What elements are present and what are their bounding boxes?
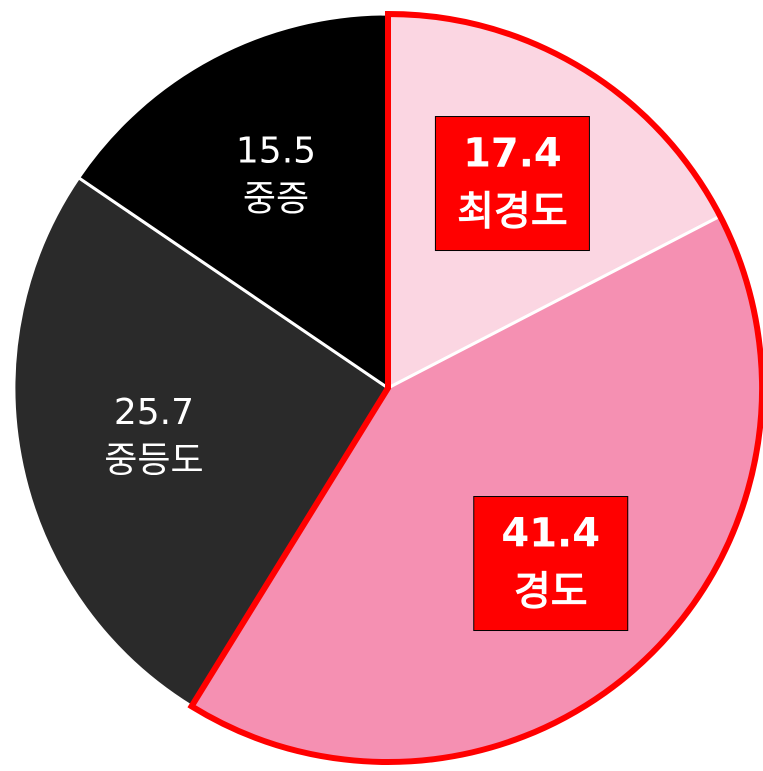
value-label: 25.7 bbox=[114, 392, 194, 433]
value-label: 41.4 bbox=[501, 511, 600, 557]
value-label: 15.5 bbox=[236, 130, 316, 171]
category-label: 중등도 bbox=[104, 440, 203, 481]
value-label: 17.4 bbox=[463, 131, 562, 177]
page: 17.4최경도41.4경도25.7중등도15.5중증 (() => { cons… bbox=[0, 0, 763, 771]
category-label: 중증 bbox=[243, 178, 309, 219]
chart: 17.4 최경도 41.4 경도 25.7 중등도 15.5 중증 bbox=[0, 0, 763, 771]
category-label: 경도 bbox=[514, 569, 588, 615]
category-label: 최경도 bbox=[457, 189, 567, 235]
